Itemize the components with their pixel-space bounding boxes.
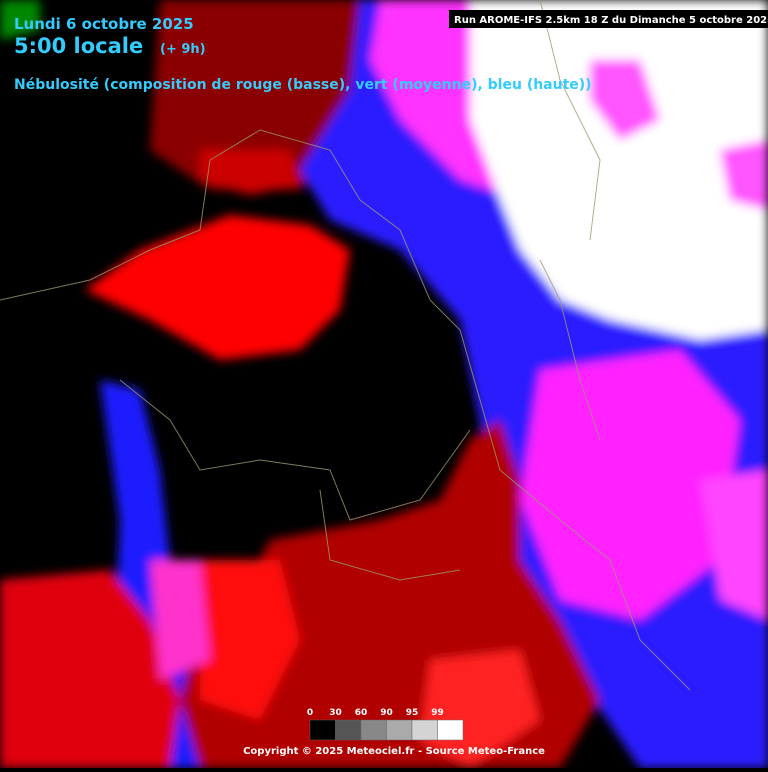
- description: Nébulosité (composition de rouge (basse)…: [14, 77, 592, 93]
- legend-swatch: [360, 719, 387, 741]
- cloud-low: [150, 0, 370, 190]
- legend-swatch: [411, 719, 438, 741]
- offset: (+ 9h): [160, 42, 206, 57]
- cloud-mix: [720, 140, 768, 210]
- legend-label: 99: [431, 708, 444, 718]
- legend-swatch: [437, 719, 464, 741]
- run-info: Run AROME-IFS 2.5km 18 Z du Dimanche 5 o…: [454, 15, 768, 26]
- legend-label: 95: [406, 708, 419, 718]
- cloud-low: [0, 570, 180, 768]
- legend-swatch: [386, 719, 413, 741]
- date: Lundi 6 octobre 2025: [14, 15, 194, 33]
- cloud-low: [200, 150, 300, 195]
- cloud-low: [85, 215, 350, 360]
- legend-label: 30: [329, 708, 342, 718]
- legend-swatch: [309, 719, 336, 741]
- cloud-low: [200, 560, 300, 720]
- legend-label: 0: [307, 708, 313, 718]
- cloud-full: [470, 0, 768, 340]
- time: 5:00 locale: [14, 34, 143, 58]
- legend-label: 90: [380, 708, 393, 718]
- cloud-mix: [150, 560, 210, 680]
- run-box: [449, 10, 768, 28]
- cloud-mix: [700, 470, 768, 620]
- legend: 0 30 60 90 95 99: [307, 708, 464, 741]
- legend-label: 60: [355, 708, 368, 718]
- legend-swatch: [335, 719, 362, 741]
- cloud-mid: [0, 0, 40, 40]
- borders: [0, 0, 691, 691]
- cloud-mix: [590, 60, 660, 140]
- cloud-mix: [520, 350, 740, 620]
- copyright: Copyright © 2025 Meteociel.fr - Source M…: [243, 746, 545, 757]
